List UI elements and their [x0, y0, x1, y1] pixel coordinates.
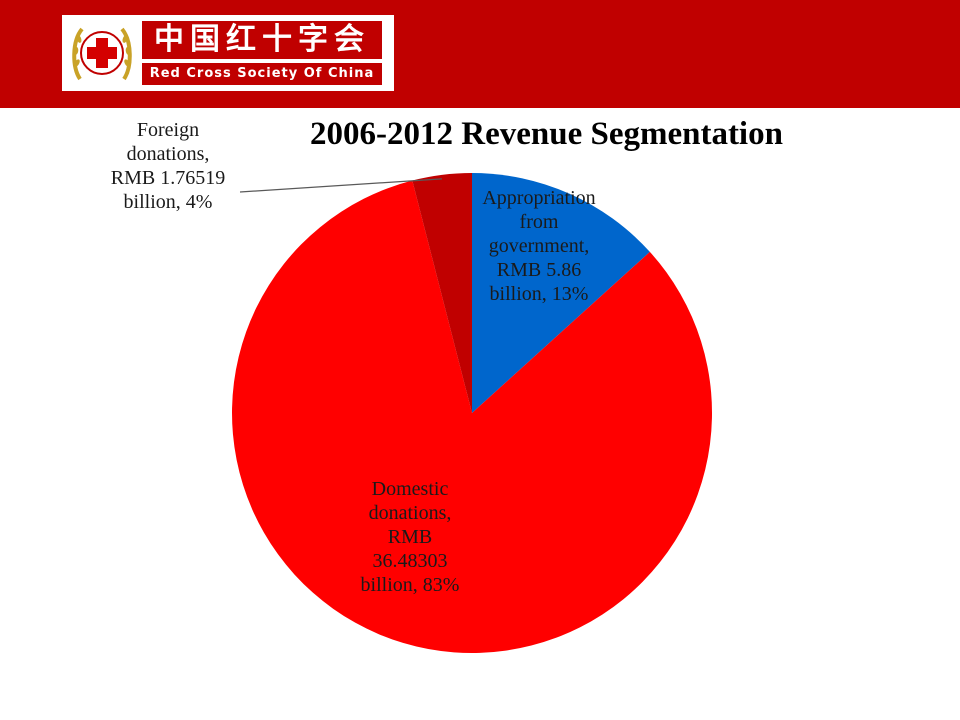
data-label-line: Foreign	[136, 119, 200, 141]
data-label-government: Appropriation from government, RMB 5.86 bill…	[466, 186, 612, 306]
org-name-english: Red Cross Society Of China	[142, 63, 382, 85]
data-label-line: billion, 83%	[360, 574, 460, 596]
chart-title: 2006-2012 Revenue Segmentation	[310, 116, 783, 152]
data-label-line: billion, 4%	[123, 191, 213, 213]
data-label-line: RMB	[387, 526, 433, 548]
data-label-foreign: Foreign donations, RMB 1.76519 billion, 4%	[92, 118, 244, 214]
pie-slice-domestic	[232, 180, 713, 654]
data-label-line: government,	[488, 235, 590, 257]
leader-line-foreign	[239, 178, 442, 193]
data-label-line: donations,	[126, 143, 210, 165]
data-label-line: donations,	[368, 502, 452, 524]
red-cross-logo: 中国红十字会 Red Cross Society Of China	[60, 13, 396, 93]
data-label-line: 36.48303	[372, 550, 448, 572]
data-label-domestic: Domestic donations, RMB 36.48303 billion, 83…	[340, 477, 480, 597]
data-label-line: Domestic	[371, 478, 449, 500]
data-label-line: Appropriation	[482, 187, 596, 209]
data-label-line: billion, 13%	[489, 283, 589, 305]
data-label-line: RMB 5.86	[496, 259, 582, 281]
data-label-line: RMB 1.76519	[110, 167, 226, 189]
pie-slice-foreign	[412, 173, 472, 413]
red-cross-emblem-icon	[72, 27, 132, 81]
data-label-line: from	[519, 211, 559, 233]
header-banner: 中国红十字会 Red Cross Society Of China	[0, 0, 960, 108]
org-name-chinese: 中国红十字会	[142, 21, 382, 59]
pie-slice-government	[472, 173, 650, 413]
